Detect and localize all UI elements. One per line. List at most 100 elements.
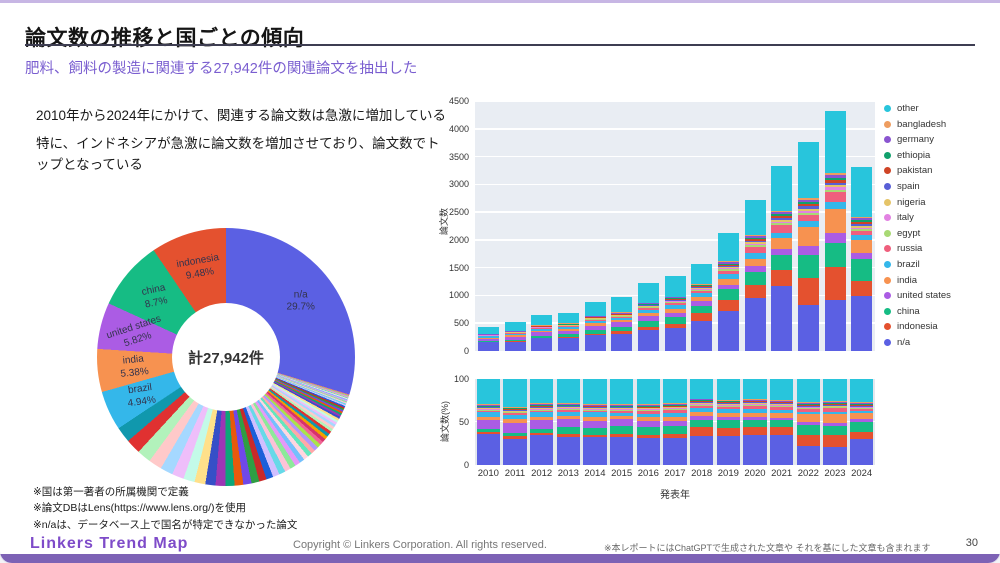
page-title: 論文数の推移と国ごとの傾向 — [25, 27, 305, 51]
bar-segment — [691, 301, 713, 306]
bar-segment — [664, 296, 686, 298]
percent-bar-2012 — [529, 379, 554, 465]
bar-segment — [476, 410, 501, 413]
bar-segment — [531, 330, 553, 333]
bar-segment — [477, 340, 499, 342]
bar-segment — [503, 412, 527, 414]
x-tick-label: 2019 — [717, 468, 739, 479]
bar-segment — [796, 402, 821, 404]
bar-segment — [476, 412, 501, 417]
bar-segment — [664, 302, 686, 306]
stacked-bar-2019 — [717, 232, 739, 351]
bar-segment — [797, 208, 819, 211]
bar-segment — [743, 427, 767, 435]
bar-segment — [637, 305, 659, 307]
bar-segment — [476, 404, 501, 406]
bar-segment — [609, 403, 634, 405]
bar-segment — [611, 315, 633, 316]
bar-segment — [477, 341, 499, 343]
bar-segment — [716, 403, 741, 405]
bar-segment — [771, 214, 793, 217]
bar-segment — [504, 321, 526, 332]
bar-segment — [636, 438, 661, 465]
bar-segment — [531, 338, 553, 351]
bar-segment — [769, 400, 794, 402]
donut-slice-name: n/a — [293, 289, 308, 301]
bar-segment — [503, 419, 527, 423]
bar-segment — [583, 405, 607, 407]
bar-segment — [689, 411, 714, 416]
legend-item: india — [884, 275, 951, 286]
bar-segment — [689, 379, 714, 399]
x-tick-label: 2015 — [611, 468, 633, 479]
bar-segment — [689, 415, 714, 421]
bar-segment — [689, 405, 714, 409]
bar-segment — [744, 246, 766, 253]
bar-segment — [796, 434, 821, 447]
bar-segment — [743, 420, 767, 428]
bar-segment — [796, 408, 821, 410]
bar-segment — [531, 332, 553, 336]
bar-segment — [636, 404, 661, 406]
bar-segment — [823, 404, 847, 406]
bar-segment — [769, 409, 794, 413]
bar-segment — [476, 379, 501, 405]
bar-segment — [769, 427, 794, 435]
x-tick-label: 2016 — [637, 468, 659, 479]
bar-segment — [636, 405, 661, 407]
bar-segment — [851, 220, 873, 223]
footnote-2: ※論文DBはLens(https://www.lens.org/)を使用 — [33, 502, 247, 515]
bar-segment — [851, 231, 873, 235]
bar-segment — [529, 410, 554, 413]
bar-segment — [849, 402, 874, 404]
bar-segment — [477, 337, 499, 339]
legend-color-dot — [884, 214, 891, 222]
bar-segment — [663, 379, 687, 404]
bar-segment — [583, 403, 607, 405]
bar-segment — [504, 342, 526, 351]
bar-segment — [556, 415, 581, 420]
legend-item: united states — [884, 290, 951, 301]
bar-segment — [583, 408, 607, 410]
bar-segment — [609, 416, 634, 420]
bar-segment — [691, 283, 713, 285]
y-tick-label: 0 — [463, 460, 469, 470]
bar-segment — [824, 110, 846, 174]
bar-segment — [476, 409, 501, 411]
bar-segment — [849, 404, 874, 405]
legend-item: pakistan — [884, 165, 951, 176]
bar-segment — [744, 236, 766, 238]
bar-segment — [531, 328, 553, 329]
bar-segment — [716, 420, 741, 429]
bar-segment — [824, 184, 846, 188]
footnote-1: ※国は第一著者の所属機関で定義 — [33, 486, 189, 498]
bar-segment — [716, 404, 741, 406]
bar-segment — [797, 206, 819, 209]
bar-segment — [477, 338, 499, 341]
gridline — [475, 211, 875, 213]
bar-segment — [663, 426, 687, 435]
bar-segment — [744, 266, 766, 273]
bar-segment — [744, 252, 766, 259]
bar-segment — [611, 322, 633, 327]
bar-segment — [796, 411, 821, 415]
bar-segment — [716, 399, 741, 401]
bar-segment — [664, 305, 686, 309]
bar-segment — [611, 316, 633, 318]
footnotes: ※国は第一著者の所属機関で定義 ※論文DBはLens(https://www.l… — [33, 484, 297, 533]
percent-bar-2011 — [503, 379, 527, 465]
bar-segment — [584, 319, 606, 321]
bar-segment — [529, 405, 554, 407]
bar-segment — [583, 428, 607, 435]
bar-segment — [717, 263, 739, 265]
bar-segment — [609, 410, 634, 411]
bar-segment — [609, 379, 634, 404]
y-tick-label: 50 — [458, 417, 469, 427]
bar-segment — [531, 328, 553, 331]
bar-segment — [824, 242, 846, 267]
legend-label: germany — [897, 134, 934, 146]
bar-segment — [637, 321, 659, 328]
bar-segment — [849, 439, 874, 465]
bar-segment — [664, 300, 686, 302]
stacked-bar-2024 — [851, 166, 873, 351]
